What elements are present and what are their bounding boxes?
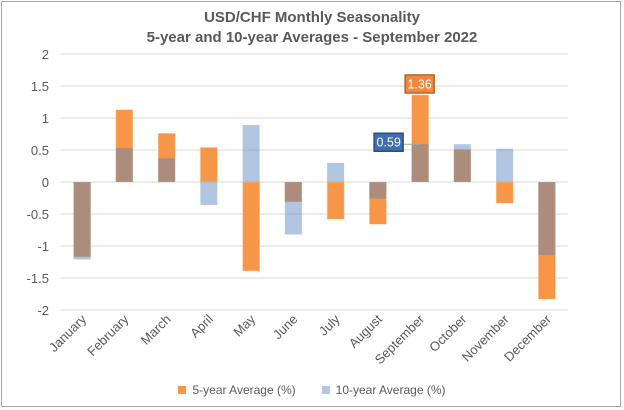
bar-5yr-june [284,181,303,203]
bar-5yr-august [369,181,387,225]
y-tick-label: 0.5 [31,143,49,158]
bar-10yr-december [538,182,556,255]
bar-10yr-february [115,148,133,182]
bar-10yr-september [411,144,429,182]
legend-label-10yr: 10-year Average (%) [335,383,446,397]
data-label-box [404,74,435,94]
bar-5yr-march [157,133,176,183]
legend-swatch-10yr [321,386,330,394]
y-tick-label: -1 [37,239,49,254]
bar-10yr-october [453,144,471,182]
x-tick-label: March [138,312,174,348]
bar-5yr-september [411,94,429,183]
bar-10yr-april [200,182,218,206]
legend-swatch-5yr [178,386,187,394]
bar-5yr-january [73,181,91,258]
x-tick-label: August [346,311,385,350]
chart-title: USD/CHF Monthly Seasonality [204,9,420,26]
bar-10yr-november [496,148,514,182]
legend-item-5yr: 5-year Average (%) [178,383,296,397]
x-tick-label: February [84,311,132,359]
y-tick-label: -0.5 [27,207,49,222]
data-label: 1.36 [407,77,431,91]
y-tick-label: 2 [42,47,49,62]
y-tick-label: 1.5 [31,79,49,94]
x-tick-label: May [230,311,258,339]
y-tick-label: 0 [42,175,49,190]
legend: 5-year Average (%) 10-year Average (%) [0,383,624,397]
bar-5yr-may [242,181,260,272]
x-tick-label: December [501,311,554,364]
x-tick-label: June [270,312,301,343]
bar-10yr-june [284,182,302,235]
y-tick-label: 1 [42,111,49,126]
chart-subtitle: 5-year and 10-year Averages - September … [146,29,478,46]
bar-5yr-december [538,181,556,300]
bar-10yr-march [158,158,176,182]
bar-10yr-january [73,182,91,260]
bar-5yr-april [200,147,218,183]
legend-label-5yr: 5-year Average (%) [192,383,296,397]
y-tick-label: -1.5 [27,271,49,286]
bar-5yr-november [495,181,514,204]
bar-5yr-february [115,109,134,183]
y-tick-label: -2 [37,303,49,318]
bar-10yr-may [242,125,260,182]
data-label: 0.59 [376,136,400,150]
bar-5yr-october [453,149,472,183]
x-tick-label: April [187,311,216,340]
data-label-box [373,132,404,152]
bar-10yr-august [369,182,387,199]
legend-item-10yr: 10-year Average (%) [321,383,446,397]
x-tick-label: July [316,311,343,338]
bar-5yr-july [326,181,345,220]
bar-10yr-july [327,162,345,182]
